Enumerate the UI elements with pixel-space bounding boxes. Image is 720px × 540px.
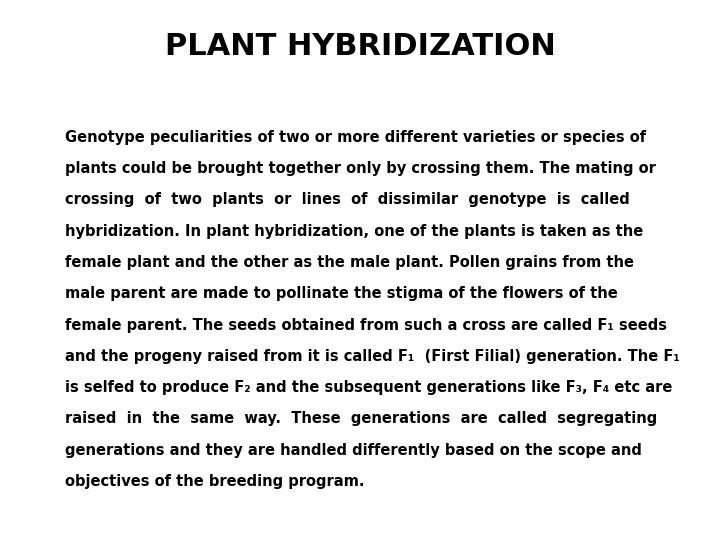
Text: crossing  of  two  plants  or  lines  of  dissimilar  genotype  is  called: crossing of two plants or lines of dissi… (65, 192, 629, 207)
Text: is selfed to produce F₂ and the subsequent generations like F₃, F₄ etc are: is selfed to produce F₂ and the subseque… (65, 380, 672, 395)
Text: female parent. The seeds obtained from such a cross are called F₁ seeds: female parent. The seeds obtained from s… (65, 318, 667, 333)
Text: PLANT HYBRIDIZATION: PLANT HYBRIDIZATION (165, 32, 555, 62)
Text: and the progeny raised from it is called F₁  (First Filial) generation. The F₁: and the progeny raised from it is called… (65, 349, 680, 364)
Text: hybridization. In plant hybridization, one of the plants is taken as the: hybridization. In plant hybridization, o… (65, 224, 643, 239)
Text: generations and they are handled differently based on the scope and: generations and they are handled differe… (65, 443, 642, 458)
Text: Genotype peculiarities of two or more different varieties or species of: Genotype peculiarities of two or more di… (65, 130, 646, 145)
Text: raised  in  the  same  way.  These  generations  are  called  segregating: raised in the same way. These generation… (65, 411, 657, 427)
Text: plants could be brought together only by crossing them. The mating or: plants could be brought together only by… (65, 161, 656, 176)
Text: female plant and the other as the male plant. Pollen grains from the: female plant and the other as the male p… (65, 255, 634, 270)
Text: male parent are made to pollinate the stigma of the flowers of the: male parent are made to pollinate the st… (65, 286, 618, 301)
Text: objectives of the breeding program.: objectives of the breeding program. (65, 474, 364, 489)
